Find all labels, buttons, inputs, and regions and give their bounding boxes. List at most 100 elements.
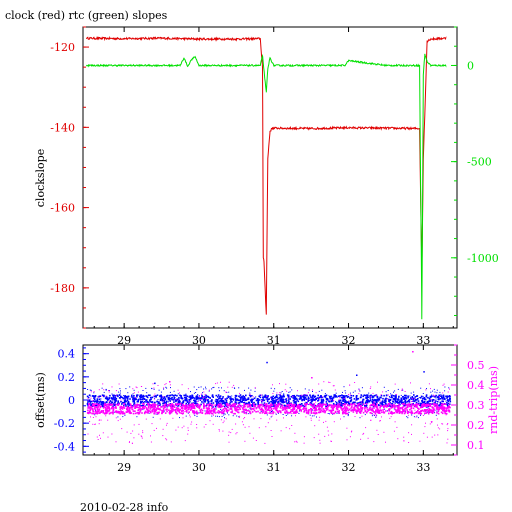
point (347, 409, 349, 412)
point (289, 411, 292, 414)
point (436, 410, 438, 412)
point (329, 413, 331, 415)
point (192, 396, 194, 399)
point (255, 406, 258, 409)
point (212, 406, 214, 408)
point (319, 409, 321, 411)
point (201, 412, 204, 414)
point (445, 408, 448, 410)
point (156, 409, 158, 411)
point (324, 393, 326, 395)
point (265, 405, 267, 407)
point (245, 412, 248, 415)
point (214, 412, 217, 414)
point (314, 399, 316, 401)
point (390, 393, 392, 395)
point (293, 402, 295, 404)
point (324, 410, 327, 413)
point (281, 401, 283, 404)
point (279, 393, 281, 395)
point (289, 387, 291, 389)
point (268, 402, 270, 405)
point (411, 411, 413, 414)
point (154, 393, 156, 395)
point (217, 399, 218, 400)
point (170, 409, 173, 412)
point (319, 404, 322, 406)
point (356, 409, 359, 412)
point (127, 395, 130, 398)
point (394, 397, 397, 400)
point (105, 407, 107, 409)
point (220, 419, 222, 421)
right-y-tick-label: 0.2 (467, 419, 485, 432)
point (254, 404, 256, 406)
point (143, 407, 146, 410)
point (142, 409, 144, 411)
point (88, 411, 90, 414)
point (286, 407, 288, 410)
left-y-tick-label: -0.2 (54, 417, 75, 430)
point (164, 384, 166, 386)
point (245, 411, 247, 413)
point (398, 397, 400, 399)
point (153, 395, 156, 398)
point (141, 400, 144, 403)
point (151, 405, 152, 407)
point (271, 411, 272, 412)
point (416, 403, 419, 405)
point (433, 405, 436, 407)
point (261, 404, 263, 406)
point (193, 386, 195, 388)
point (272, 411, 275, 414)
point (305, 405, 307, 407)
point (121, 396, 124, 399)
point (140, 435, 142, 437)
point (326, 426, 328, 428)
point (93, 391, 95, 393)
point (359, 404, 361, 407)
point (225, 391, 227, 393)
point (211, 407, 213, 410)
chart-title: clock (red) rtc (green) slopes (5, 9, 168, 22)
point (240, 406, 242, 408)
point (239, 408, 242, 410)
point (231, 395, 233, 397)
point (270, 411, 272, 413)
point (175, 412, 177, 414)
point (367, 400, 369, 402)
point (304, 399, 306, 401)
point (137, 409, 139, 412)
point (272, 402, 274, 404)
point (236, 409, 239, 411)
point (311, 394, 314, 397)
point (318, 390, 320, 392)
point (433, 403, 436, 406)
point (147, 403, 150, 406)
point (443, 406, 445, 408)
point (185, 407, 188, 409)
point (435, 394, 437, 397)
point (427, 396, 429, 399)
right-y-tick-label: 0.3 (467, 399, 485, 412)
point (171, 394, 173, 396)
point (338, 406, 340, 408)
point (223, 414, 225, 416)
point (310, 410, 313, 413)
point (430, 421, 432, 423)
point (207, 407, 210, 409)
point (193, 410, 195, 412)
point (335, 401, 338, 404)
point (208, 405, 210, 408)
point (436, 407, 438, 410)
point (207, 398, 209, 401)
point (438, 396, 440, 398)
point (156, 407, 158, 410)
point (395, 394, 397, 396)
point (219, 397, 221, 400)
point (303, 405, 306, 408)
point (188, 398, 190, 401)
left-y-tick-label: 0.4 (58, 348, 76, 361)
point (141, 406, 144, 408)
right-y-tick-label: -500 (467, 156, 492, 169)
